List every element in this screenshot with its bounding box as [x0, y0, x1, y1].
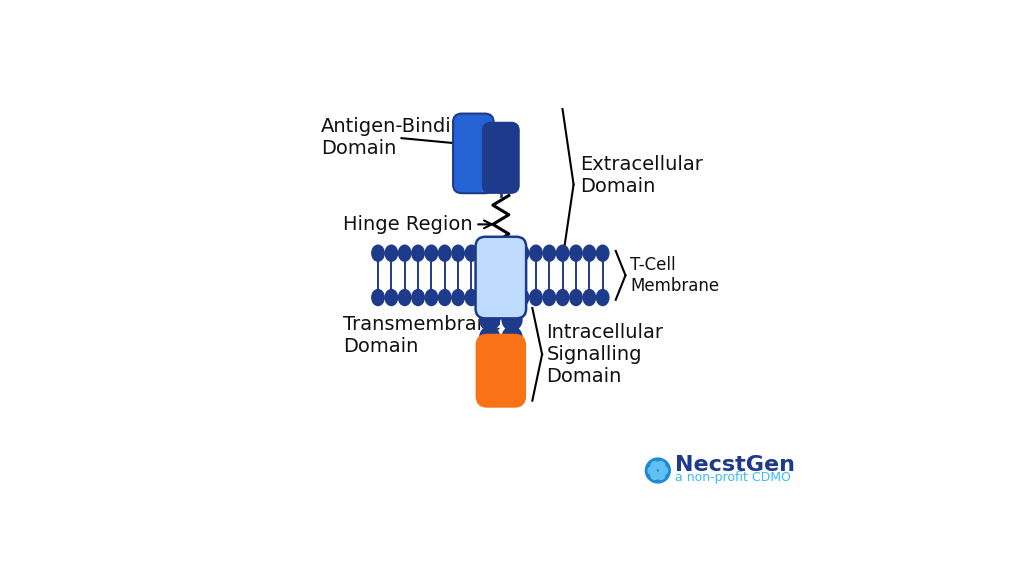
Ellipse shape [425, 290, 437, 305]
Text: Intracellular
Signalling
Domain: Intracellular Signalling Domain [547, 323, 664, 386]
FancyBboxPatch shape [475, 237, 526, 319]
FancyBboxPatch shape [476, 335, 525, 407]
Ellipse shape [479, 309, 500, 331]
Ellipse shape [452, 245, 464, 261]
Text: NecstGen: NecstGen [675, 455, 795, 475]
Text: Transmembrane
Domain: Transmembrane Domain [343, 304, 501, 356]
Text: Hinge Region: Hinge Region [343, 215, 492, 234]
Ellipse shape [438, 245, 451, 261]
Ellipse shape [479, 327, 500, 348]
Ellipse shape [583, 290, 596, 305]
FancyBboxPatch shape [483, 123, 519, 193]
Circle shape [656, 461, 665, 469]
Circle shape [648, 467, 656, 475]
Circle shape [651, 461, 659, 469]
Ellipse shape [398, 290, 411, 305]
Circle shape [645, 458, 671, 483]
Ellipse shape [543, 245, 555, 261]
Text: Extracellular
Domain: Extracellular Domain [581, 155, 703, 196]
FancyBboxPatch shape [453, 113, 494, 193]
Ellipse shape [398, 245, 411, 261]
Ellipse shape [556, 245, 569, 261]
Ellipse shape [385, 245, 397, 261]
Circle shape [656, 472, 665, 479]
Text: T-Cell
Membrane: T-Cell Membrane [630, 256, 719, 295]
Ellipse shape [465, 245, 477, 261]
Ellipse shape [596, 245, 609, 261]
Ellipse shape [502, 327, 522, 348]
Ellipse shape [412, 245, 424, 261]
Text: Antigen-Binding
Domain: Antigen-Binding Domain [321, 118, 476, 158]
Ellipse shape [412, 290, 424, 305]
Ellipse shape [425, 245, 437, 261]
Ellipse shape [569, 245, 583, 261]
Text: a non-profit CDMO: a non-profit CDMO [675, 471, 791, 484]
Ellipse shape [502, 309, 522, 331]
Ellipse shape [452, 290, 464, 305]
Ellipse shape [529, 290, 542, 305]
Ellipse shape [516, 290, 528, 305]
Ellipse shape [516, 245, 528, 261]
Ellipse shape [385, 290, 397, 305]
Circle shape [651, 472, 659, 479]
Ellipse shape [438, 290, 451, 305]
Ellipse shape [596, 290, 609, 305]
Ellipse shape [583, 245, 596, 261]
Ellipse shape [556, 290, 569, 305]
Ellipse shape [465, 290, 477, 305]
Ellipse shape [372, 290, 384, 305]
Ellipse shape [543, 290, 555, 305]
Ellipse shape [372, 245, 384, 261]
Circle shape [659, 467, 668, 475]
Ellipse shape [569, 290, 583, 305]
Ellipse shape [529, 245, 542, 261]
